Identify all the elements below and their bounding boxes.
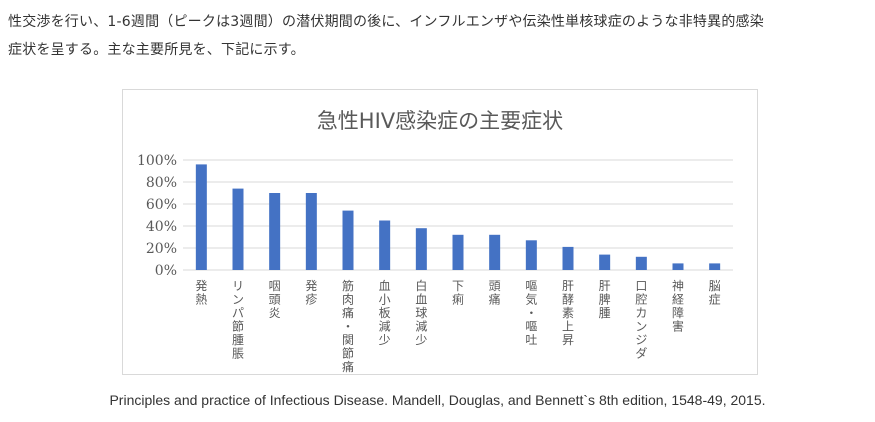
- bar: [379, 220, 391, 270]
- x-category-label: 下痢: [452, 279, 464, 307]
- bar: [305, 193, 317, 270]
- x-category-label: 口腔カンジダ: [635, 279, 647, 361]
- citation: Principles and practice of Infectious Di…: [109, 392, 766, 408]
- bar: [709, 263, 721, 270]
- x-category-label: 脳症: [709, 279, 721, 307]
- intro-paragraph: 性交渉を行い、1-6週間（ピークは3週間）の潜伏期間の後に、インフルエンザや伝染…: [8, 8, 868, 64]
- x-category-label: 白血球減少: [415, 278, 427, 347]
- bar: [489, 234, 501, 270]
- bar: [672, 263, 684, 270]
- x-category-label: リンパ節腫脹: [232, 279, 244, 361]
- x-category-label: 発熱: [195, 279, 207, 307]
- chart-container: 急性HIV感染症の主要症状 0% 20% 40% 60% 80% 100% 発熱 リンパ節腫…: [122, 89, 758, 375]
- bar: [342, 210, 354, 270]
- y-tick-label: 20%: [146, 241, 177, 257]
- x-category-label: 発疹: [305, 279, 317, 307]
- x-category-label: 嘔気・嘔吐: [525, 279, 537, 347]
- bar: [415, 228, 427, 270]
- bar: [269, 193, 281, 270]
- x-category-label: 血小板減少: [379, 279, 391, 347]
- bar-chart: 急性HIV感染症の主要症状 0% 20% 40% 60% 80% 100% 発熱 リンパ節腫…: [137, 109, 733, 374]
- y-tick-label: 0%: [155, 263, 177, 279]
- bar: [525, 240, 537, 270]
- bar: [562, 246, 574, 270]
- bar: [635, 256, 647, 270]
- bar: [599, 254, 611, 270]
- x-category-label: 頭痛: [489, 279, 501, 307]
- bar: [195, 164, 207, 270]
- bar: [232, 188, 244, 270]
- y-axis-ticks: 0% 20% 40% 60% 80% 100%: [137, 153, 177, 279]
- y-tick-label: 60%: [146, 197, 177, 213]
- y-tick-label: 40%: [146, 219, 177, 235]
- bar: [452, 234, 464, 270]
- chart-title: 急性HIV感染症の主要症状: [317, 109, 563, 133]
- x-category-label: 肝酵素上昇: [562, 279, 574, 347]
- intro-line-1: 性交渉を行い、1-6週間（ピークは3週間）の潜伏期間の後に、インフルエンザや伝染…: [8, 14, 764, 30]
- y-tick-label: 80%: [146, 175, 177, 191]
- x-category-label: 肝脾腫: [599, 279, 611, 320]
- intro-line-2: 症状を呈する。主な主要所見を、下記に示す。: [8, 42, 305, 58]
- x-category-label: 神経障害: [672, 279, 684, 334]
- bars: [195, 164, 721, 270]
- x-category-label: 咽頭炎: [269, 279, 281, 320]
- x-category-label: 筋肉痛・関節痛: [342, 278, 354, 374]
- y-tick-label: 100%: [137, 153, 177, 169]
